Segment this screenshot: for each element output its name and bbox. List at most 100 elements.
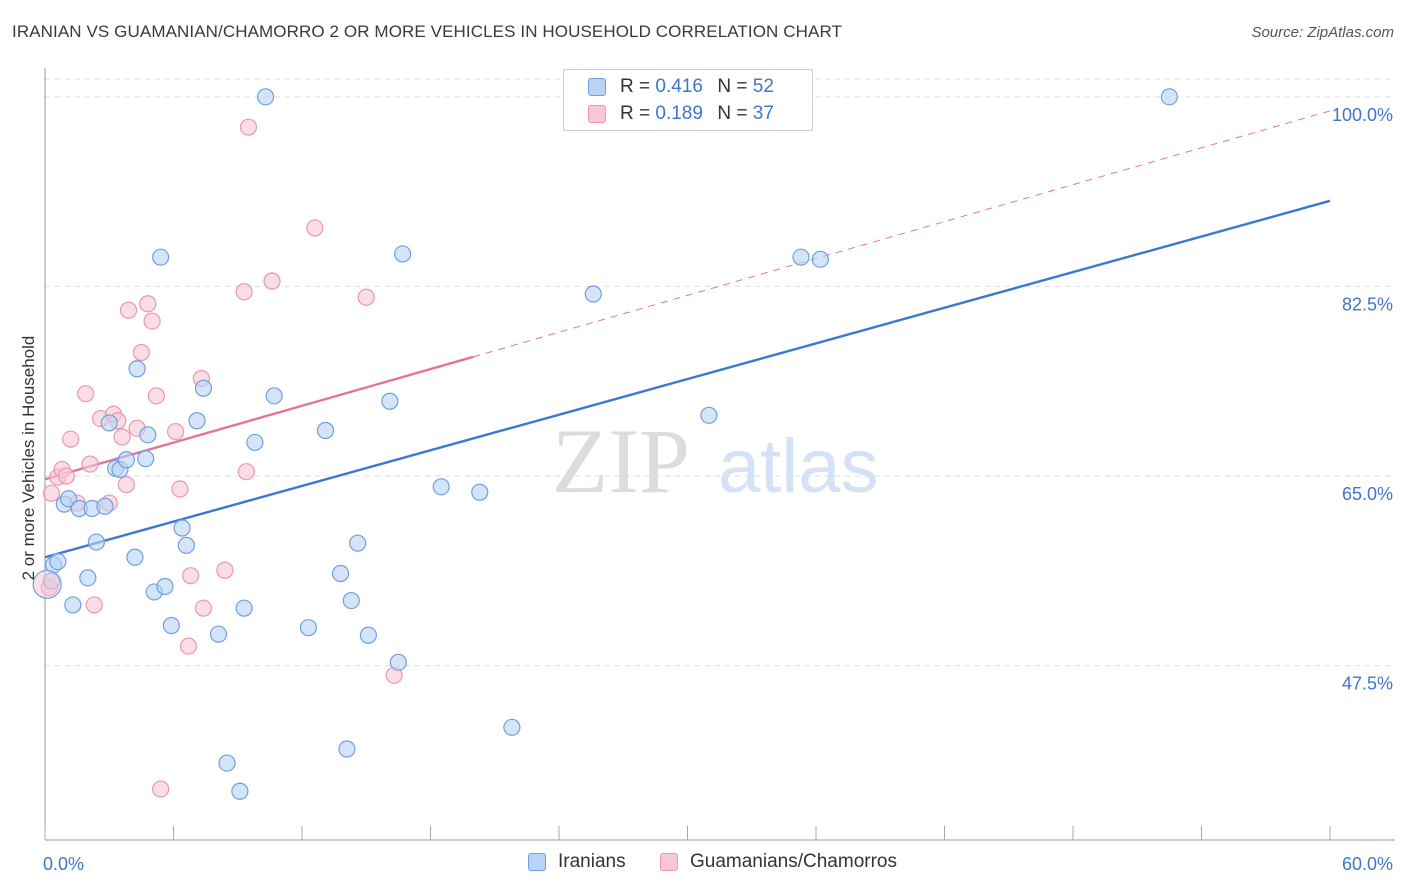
- iranians-point: [231, 782, 249, 800]
- x-tick-label: 0.0%: [43, 854, 84, 874]
- iranians-point: [338, 740, 356, 758]
- iranians-point: [811, 250, 829, 268]
- iranians-point: [265, 387, 283, 405]
- legend-item-guamanians[interactable]: Guamanians/Chamorros: [660, 851, 897, 873]
- guamanians-point: [182, 567, 200, 585]
- guamanians-point: [42, 484, 61, 502]
- axes: [44, 68, 1395, 841]
- guamanians-point: [179, 637, 198, 655]
- iranians-point: [188, 412, 206, 430]
- guamanians-point: [357, 288, 375, 306]
- watermark: ZIP atlas: [552, 410, 879, 512]
- iranians-point: [152, 248, 170, 266]
- n-value: 37: [752, 103, 774, 124]
- guamanians-point: [147, 387, 165, 405]
- iranians-swatch: [588, 78, 606, 96]
- guamanians-point: [216, 561, 234, 579]
- chart-title: IRANIAN VS GUAMANIAN/CHAMORRO 2 OR MORE …: [12, 22, 843, 41]
- guamanians-point: [306, 219, 324, 237]
- guamanians-point: [119, 301, 138, 319]
- y-tick-label: 47.5%: [1342, 674, 1393, 694]
- iranians-point: [126, 548, 144, 566]
- guamanians-point: [139, 295, 157, 313]
- iranians-point: [389, 653, 407, 671]
- guamanians-point: [143, 312, 161, 330]
- guamanians-trend-line: [473, 110, 1331, 358]
- iranians-point: [156, 577, 174, 596]
- guamanians-point: [77, 385, 95, 403]
- watermark-atlas: atlas: [718, 424, 879, 509]
- iranians-point: [359, 626, 377, 644]
- guamanians-point: [57, 467, 76, 485]
- iranians-point: [117, 451, 135, 469]
- iranians-point: [49, 552, 67, 571]
- iranians-point: [394, 245, 412, 263]
- gridlines: [45, 78, 1395, 667]
- guamanians-point: [235, 283, 253, 301]
- iranians-point: [235, 599, 253, 617]
- trend-lines: [44, 110, 1331, 559]
- legend-item-iranians[interactable]: Iranians: [528, 851, 626, 873]
- iranians-point: [1160, 88, 1178, 106]
- guamanians-point: [239, 118, 258, 136]
- iranians-point: [209, 625, 228, 643]
- iranians-point: [792, 248, 810, 266]
- iranians-point: [432, 478, 450, 496]
- iranians-point: [64, 596, 82, 614]
- legend-label-guamanians: Guamanians/Chamorros: [690, 851, 897, 872]
- legend-label-iranians: Iranians: [558, 851, 626, 872]
- stats-row-iranians: R = 0.416 N = 52: [588, 75, 774, 99]
- iranians-point: [162, 616, 180, 635]
- tick-labels: 47.5% 65.0% 82.5% 100.0% 0.0% 60.0%: [43, 105, 1393, 874]
- iranians-point: [700, 406, 718, 424]
- guamanians-legend-swatch: [660, 853, 678, 871]
- n-value: 52: [752, 76, 774, 97]
- guamanians-point: [237, 463, 255, 481]
- y-tick-label: 100.0%: [1332, 105, 1393, 125]
- watermark-zip: ZIP: [552, 410, 690, 512]
- iranians-legend-swatch: [528, 853, 546, 871]
- iranians-point: [194, 379, 213, 397]
- y-tick-label: 82.5%: [1342, 294, 1393, 314]
- guamanians-point: [132, 343, 150, 362]
- iranians-point: [87, 533, 106, 551]
- iranians-point: [342, 591, 360, 610]
- r-label: R =: [620, 103, 651, 124]
- iranians-point: [100, 414, 118, 432]
- iranians-point: [139, 426, 157, 444]
- y-tick-label: 65.0%: [1342, 484, 1393, 504]
- iranians-point: [128, 360, 146, 378]
- y-axis-title: 2 or more Vehicles in Household: [19, 335, 38, 581]
- stats-row-guamanians: R = 0.189 N = 37: [588, 102, 774, 126]
- iranians-point: [316, 421, 335, 440]
- stats-legend: R = 0.416 N = 52 R = 0.189 N = 37: [563, 69, 813, 131]
- iranians-point: [503, 718, 521, 736]
- series-legend: Iranians Guamanians/Chamorros: [0, 851, 1406, 877]
- iranians-point: [584, 285, 602, 303]
- iranians-point: [381, 392, 399, 410]
- guamanians-swatch: [588, 105, 606, 123]
- guamanians-point: [152, 780, 170, 798]
- guamanians-point: [117, 476, 135, 494]
- source-label: Source: ZipAtlas.com: [1251, 24, 1394, 41]
- iranians-point: [96, 497, 114, 515]
- iranians-point: [59, 490, 78, 508]
- guamanians-point: [194, 599, 213, 617]
- iranians-point: [246, 433, 264, 452]
- iranians-trend-line: [44, 199, 1331, 559]
- cluster-point: [32, 569, 62, 599]
- guamanians-point: [171, 480, 189, 498]
- guamanians-point: [62, 430, 80, 448]
- x-tick-label: 60.0%: [1342, 854, 1393, 874]
- iranians-point: [331, 564, 350, 583]
- r-label: R =: [620, 76, 651, 97]
- guamanians-point: [167, 422, 185, 441]
- guamanians-point: [85, 596, 103, 614]
- iranians-point: [299, 619, 318, 637]
- r-value: 0.189: [655, 103, 703, 124]
- iranians-point: [471, 483, 489, 501]
- n-label: N =: [717, 103, 748, 124]
- n-label: N =: [717, 76, 748, 97]
- data-points: [32, 88, 1178, 800]
